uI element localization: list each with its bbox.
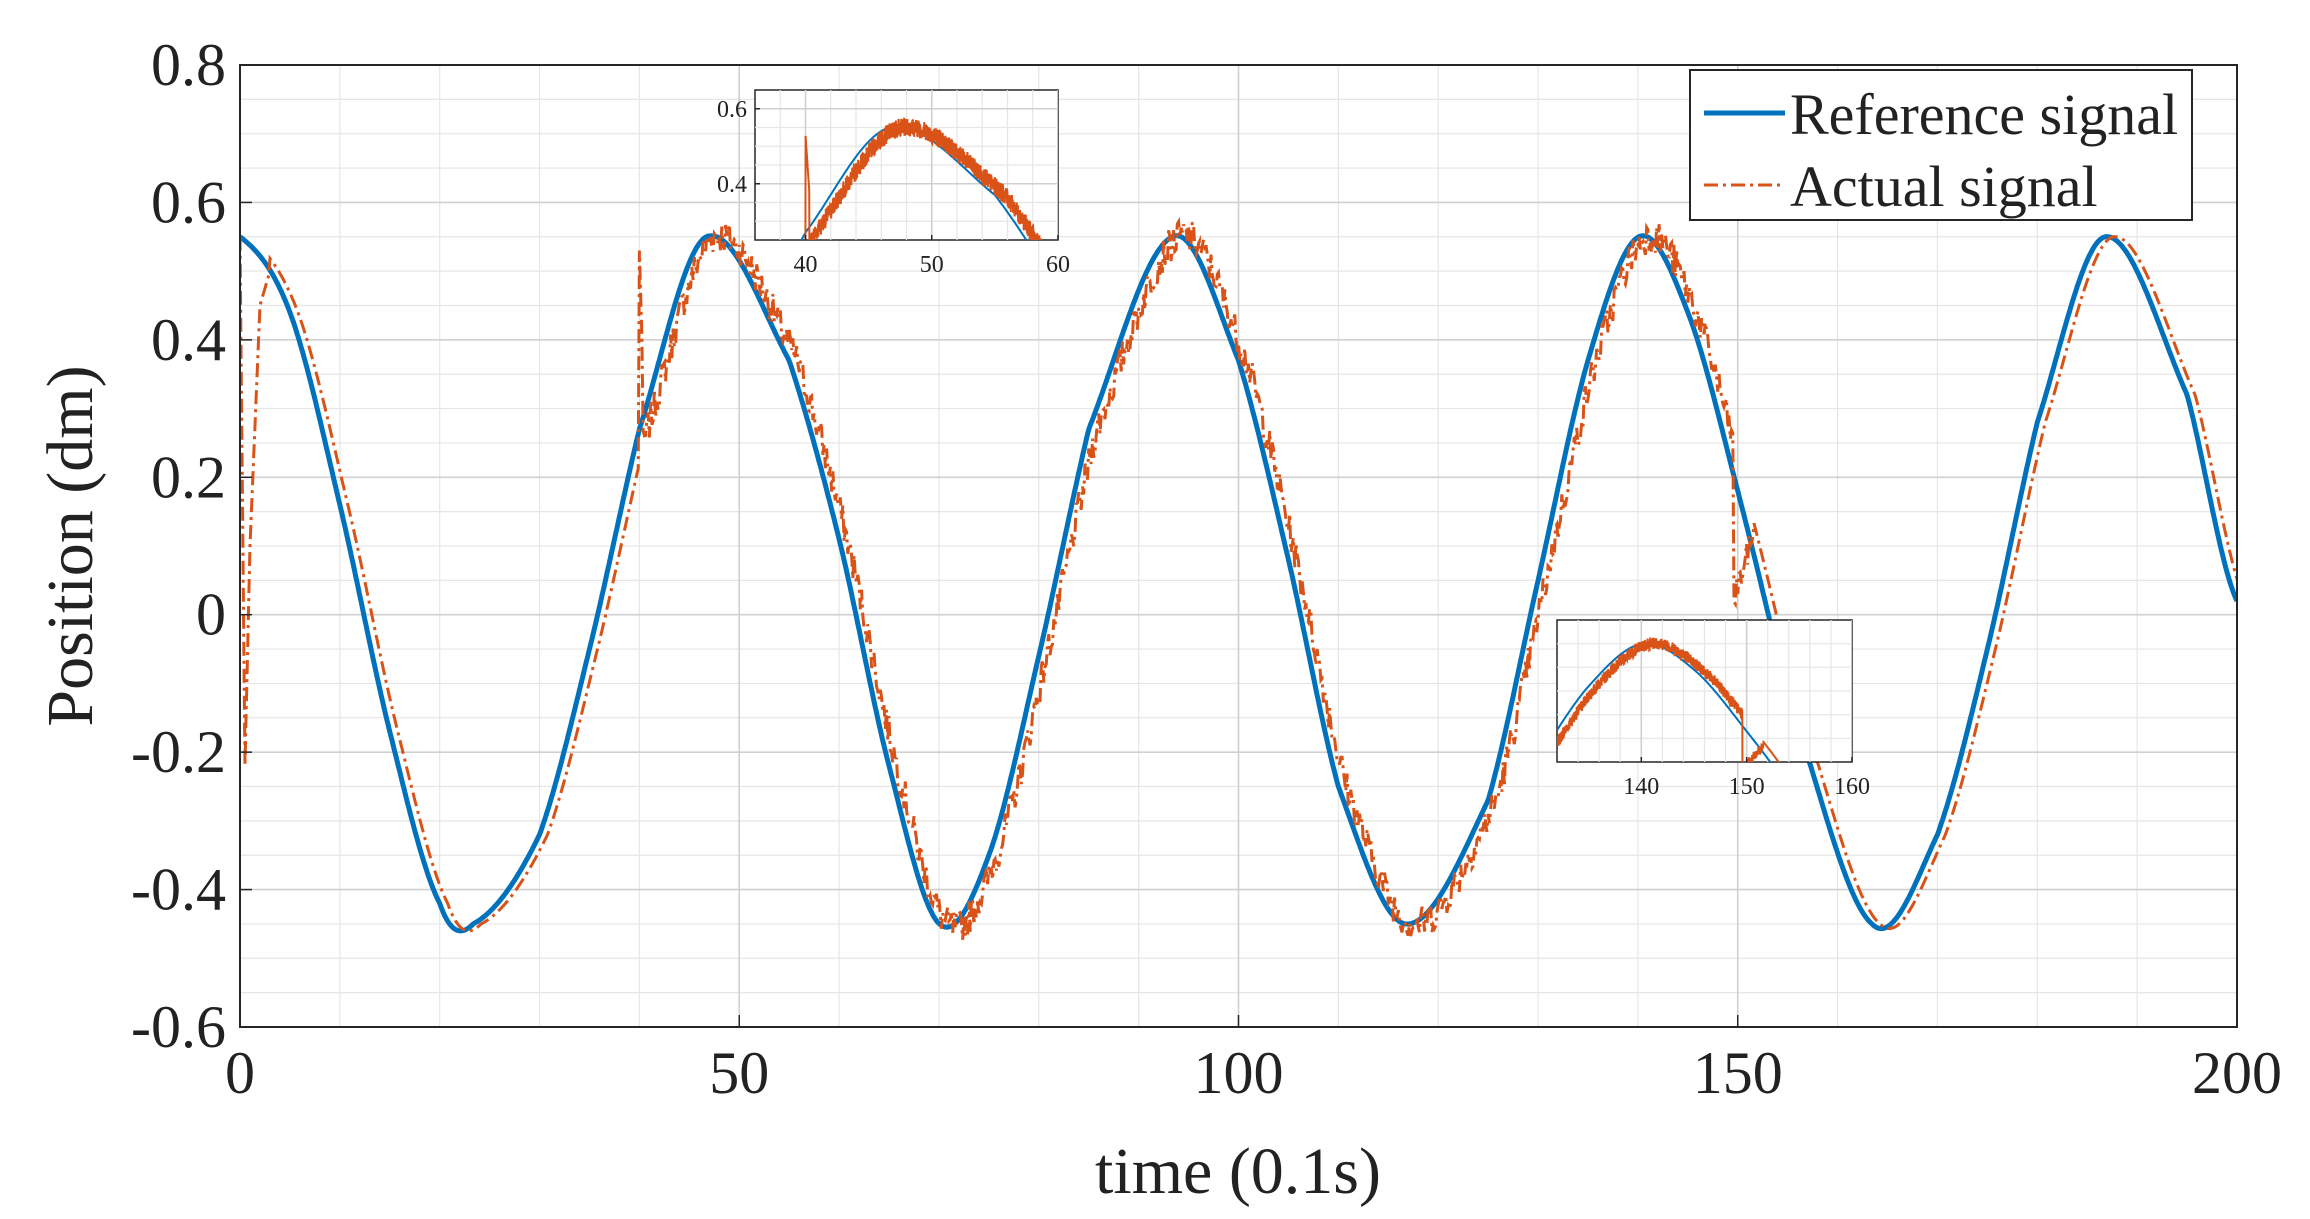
- main-ticks: 0 50 100 150 200 -0.6 -0.4 -0.2 0 0.2 0.4 0.6 0.8: [131, 32, 2282, 1106]
- main-x-tick-label: 100: [1194, 1040, 1284, 1106]
- x-axis-label: time (0.1s): [1095, 1135, 1381, 1208]
- main-x-tick-label: 200: [2192, 1040, 2282, 1106]
- main-x-tick-label: 50: [709, 1040, 769, 1106]
- main-y-tick-label: 0: [196, 582, 226, 648]
- inset2-x-tick-label: 150: [1729, 774, 1765, 800]
- inset2-ticks: 140 150 160: [1623, 757, 1870, 800]
- legend: Reference signal Actual signal: [1689, 69, 2193, 221]
- main-reference-line: [240, 233, 2237, 934]
- inset2-reference-line: [1557, 642, 1772, 762]
- legend-box: [1689, 69, 2193, 221]
- inset1-x-tick-label: 50: [920, 252, 944, 278]
- legend-actual-label: Actual signal: [1790, 154, 2098, 219]
- inset1-y-tick-label: 0.6: [717, 97, 747, 123]
- inset1-x-tick-label: 60: [1046, 252, 1070, 278]
- main-actual-line: [240, 216, 2237, 940]
- main-x-tick-label: 0: [225, 1040, 255, 1106]
- inset1-series-group: [800, 117, 1043, 240]
- main-y-tick-label: -0.4: [131, 857, 226, 923]
- inset2-series-group: [1557, 636, 1780, 762]
- main-y-tick-label: 0.6: [151, 169, 226, 235]
- main-series-group: [240, 216, 2237, 940]
- y-axis-label: Position (dm): [34, 365, 107, 726]
- main-y-tick-label: -0.2: [131, 719, 226, 785]
- inset-zoom-140-160: 140 150 160: [1556, 619, 1870, 800]
- inset1-y-tick-label: 0.4: [717, 172, 747, 198]
- main-y-tick-label: 0.8: [151, 32, 226, 98]
- inset2-actual-line: [1557, 636, 1780, 762]
- inset1-ticks: 40 50 60 0.4 0.6: [717, 97, 1070, 278]
- inset-zoom-40-60: 40 50 60 0.4 0.6: [717, 89, 1070, 278]
- inset1-x-tick-label: 40: [794, 252, 818, 278]
- inset2-x-tick-label: 160: [1834, 774, 1870, 800]
- inset1-actual-line: [804, 117, 1043, 240]
- inset2-x-tick-label: 140: [1623, 774, 1659, 800]
- main-x-tick-label: 150: [1693, 1040, 1783, 1106]
- main-y-tick-label: 0.4: [151, 307, 226, 373]
- main-y-tick-label: 0.2: [151, 444, 226, 510]
- legend-reference-label: Reference signal: [1790, 82, 2178, 147]
- main-y-tick-label: -0.6: [131, 994, 226, 1060]
